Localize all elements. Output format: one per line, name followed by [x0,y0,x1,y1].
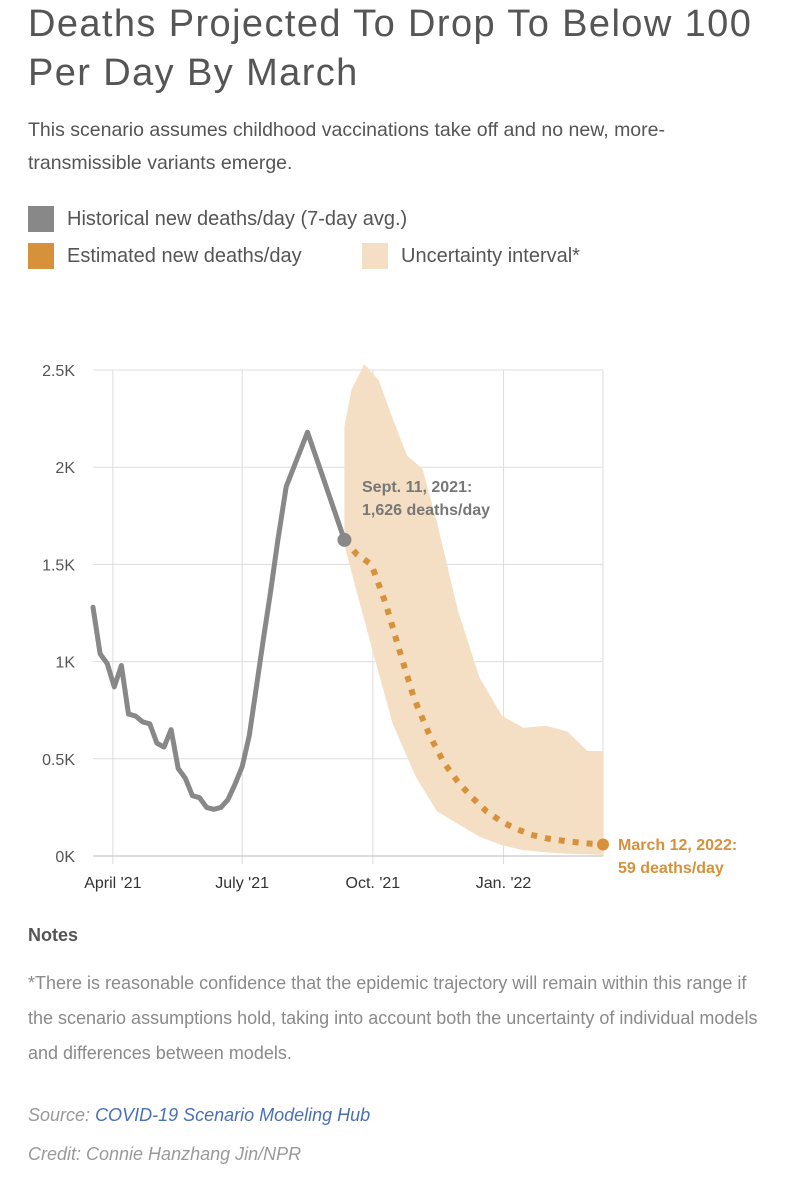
annotation-end-line1: March 12, 2022: [618,837,737,854]
source-prefix: Source: [28,1105,91,1125]
credit-line: Credit: Connie Hanzhang Jin/NPR [28,1144,302,1164]
x-tick-label: July '21 [215,875,269,892]
subtitle: This scenario assumes childhood vaccinat… [28,119,665,174]
y-tick-label: 2K [55,460,75,477]
notes-heading: Notes [28,925,79,945]
line-chart: 0K 0.5K 1K 1.5K 2K 2.5K April '21 July '21 Oct. … [42,363,737,892]
annotation-end-line2: 59 deaths/day [618,860,724,877]
legend-estimated: Estimated new deaths/day [28,243,302,269]
x-tick-label: Jan. '22 [476,875,532,892]
historical-line [90,429,347,812]
legend-label-uncertainty: Uncertainty interval* [401,244,580,267]
legend-swatch-historical [28,206,54,232]
y-tick-label: 0K [55,849,75,866]
annotation-start-line2: 1,626 deaths/day [362,502,490,519]
y-tick-label: 1K [55,655,75,672]
source-link[interactable]: COVID-19 Scenario Modeling Hub [95,1105,371,1125]
series-layer [90,429,604,848]
source-line: Source: COVID-19 Scenario Modeling Hub [28,1105,370,1126]
estimated-line [342,537,604,848]
annotation-start-line1: Sept. 11, 2021: [362,479,472,496]
x-tick-label: April '21 [84,875,141,892]
historical-endpoint-marker [337,532,352,547]
notes-body: *There is reasonable confidence that the… [28,973,758,1063]
legend-uncertainty: Uncertainty interval* [362,243,580,269]
y-tick-label: 0.5K [42,752,75,769]
estimated-endpoint-marker [597,838,609,851]
page-title: Deaths Projected To Drop To Below 100 Pe… [28,3,753,94]
legend-historical: Historical new deaths/day (7-day avg.) [28,206,407,232]
legend-label-historical: Historical new deaths/day (7-day avg.) [67,207,408,230]
legend-swatch-uncertainty [362,243,388,269]
axis-layer: 0K 0.5K 1K 1.5K 2K 2.5K April '21 July '21 Oct. … [42,363,603,892]
uncertainty-band [344,364,603,855]
legend-label-estimated: Estimated new deaths/day [67,244,302,267]
x-tick-label: Oct. '21 [346,875,401,892]
legend-swatch-estimated [28,243,54,269]
y-tick-label: 2.5K [42,363,75,380]
y-tick-label: 1.5K [42,557,75,574]
annotation-layer: Sept. 11, 2021: 1,626 deaths/day March 1… [337,479,737,877]
band-layer [344,364,603,855]
